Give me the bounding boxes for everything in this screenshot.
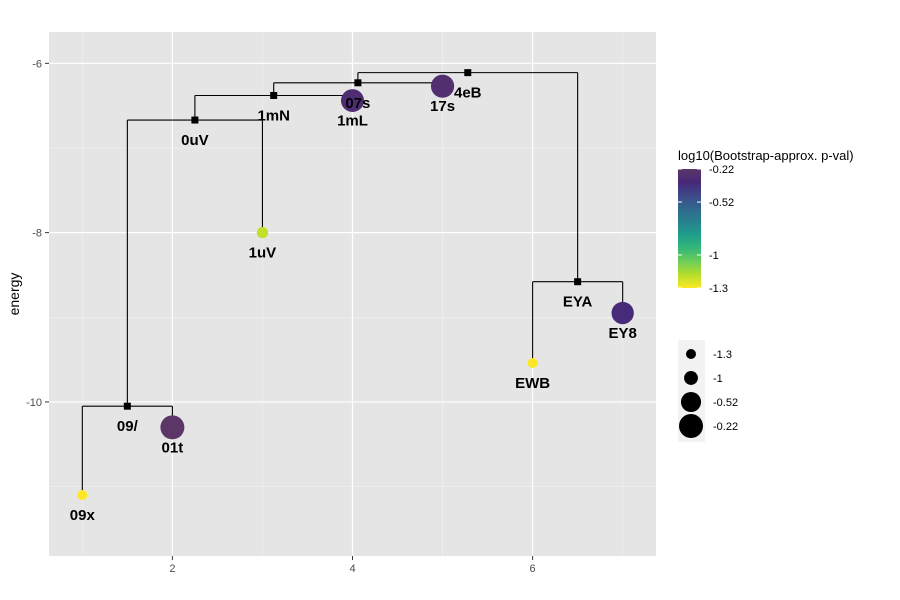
minima-points: [77, 74, 634, 501]
color-bar: [678, 169, 701, 288]
node-label: EY8: [608, 325, 636, 342]
node-label: EWB: [515, 375, 550, 392]
size-legend-label: -0.22: [713, 421, 738, 433]
saddle-point: [574, 278, 582, 286]
color-legend-title: log10(Bootstrap-approx. p-val): [678, 148, 854, 163]
color-legend-ticks: -0.22 -0.52 -1 -1.3: [678, 164, 734, 295]
color-legend-label: -1.3: [709, 283, 728, 295]
size-legend-label: -0.52: [713, 397, 738, 409]
node-label: 17s: [430, 98, 455, 115]
node-label: 4eB: [454, 85, 482, 102]
minimum-point: [611, 301, 634, 325]
node-label: 1mL: [337, 113, 368, 130]
minimum-point: [430, 74, 455, 98]
node-label: 01t: [162, 439, 184, 456]
size-legend: -1.3 -1 -0.52 -0.22: [679, 349, 738, 438]
saddle-point: [270, 91, 278, 99]
y-tick-label: -10: [26, 397, 42, 409]
y-tick-label: -8: [32, 228, 42, 240]
saddle-point: [354, 79, 362, 87]
node-label: 09x: [70, 507, 96, 524]
color-legend-label: -0.52: [709, 197, 734, 209]
size-legend-key: [686, 349, 696, 359]
node-label: 1mN: [257, 107, 290, 124]
x-tick-label: 6: [530, 563, 536, 575]
node-label: EYA: [563, 294, 593, 311]
axes: 2 4 6 -10 -8 -6: [26, 58, 536, 575]
size-legend-label: -1: [713, 373, 723, 385]
minimum-point: [160, 415, 185, 440]
x-tick-label: 2: [169, 563, 175, 575]
node-label: 07s: [345, 95, 370, 112]
node-label: 09/: [117, 418, 139, 435]
color-legend-label: -1: [709, 250, 719, 262]
size-legend-key: [684, 371, 698, 385]
size-legend-key: [679, 414, 703, 438]
y-axis-title: energy: [6, 273, 22, 316]
node-labels: 09x 01t 1uV 1mL 17s EWB EY8 09/0uV 1mN 07s 4eB EYA: [70, 85, 637, 524]
size-legend-label: -1.3: [713, 349, 732, 361]
saddle-point: [464, 69, 472, 77]
x-tick-label: 4: [349, 563, 355, 575]
size-legend-key: [680, 391, 702, 413]
minimum-point: [527, 357, 538, 368]
color-legend-label: -0.22: [709, 164, 734, 176]
minimum-point: [341, 89, 364, 113]
legend: log10(Bootstrap-approx. p-val) -0.22 -0.5…: [678, 148, 854, 442]
saddle-points: [123, 69, 582, 410]
minimum-point: [256, 226, 269, 239]
node-label: 0uV: [181, 132, 209, 149]
minimum-point: [77, 490, 88, 501]
node-label: 1uV: [249, 245, 277, 262]
saddle-point: [191, 116, 199, 124]
saddle-point: [123, 402, 131, 410]
y-tick-label: -6: [32, 58, 42, 70]
